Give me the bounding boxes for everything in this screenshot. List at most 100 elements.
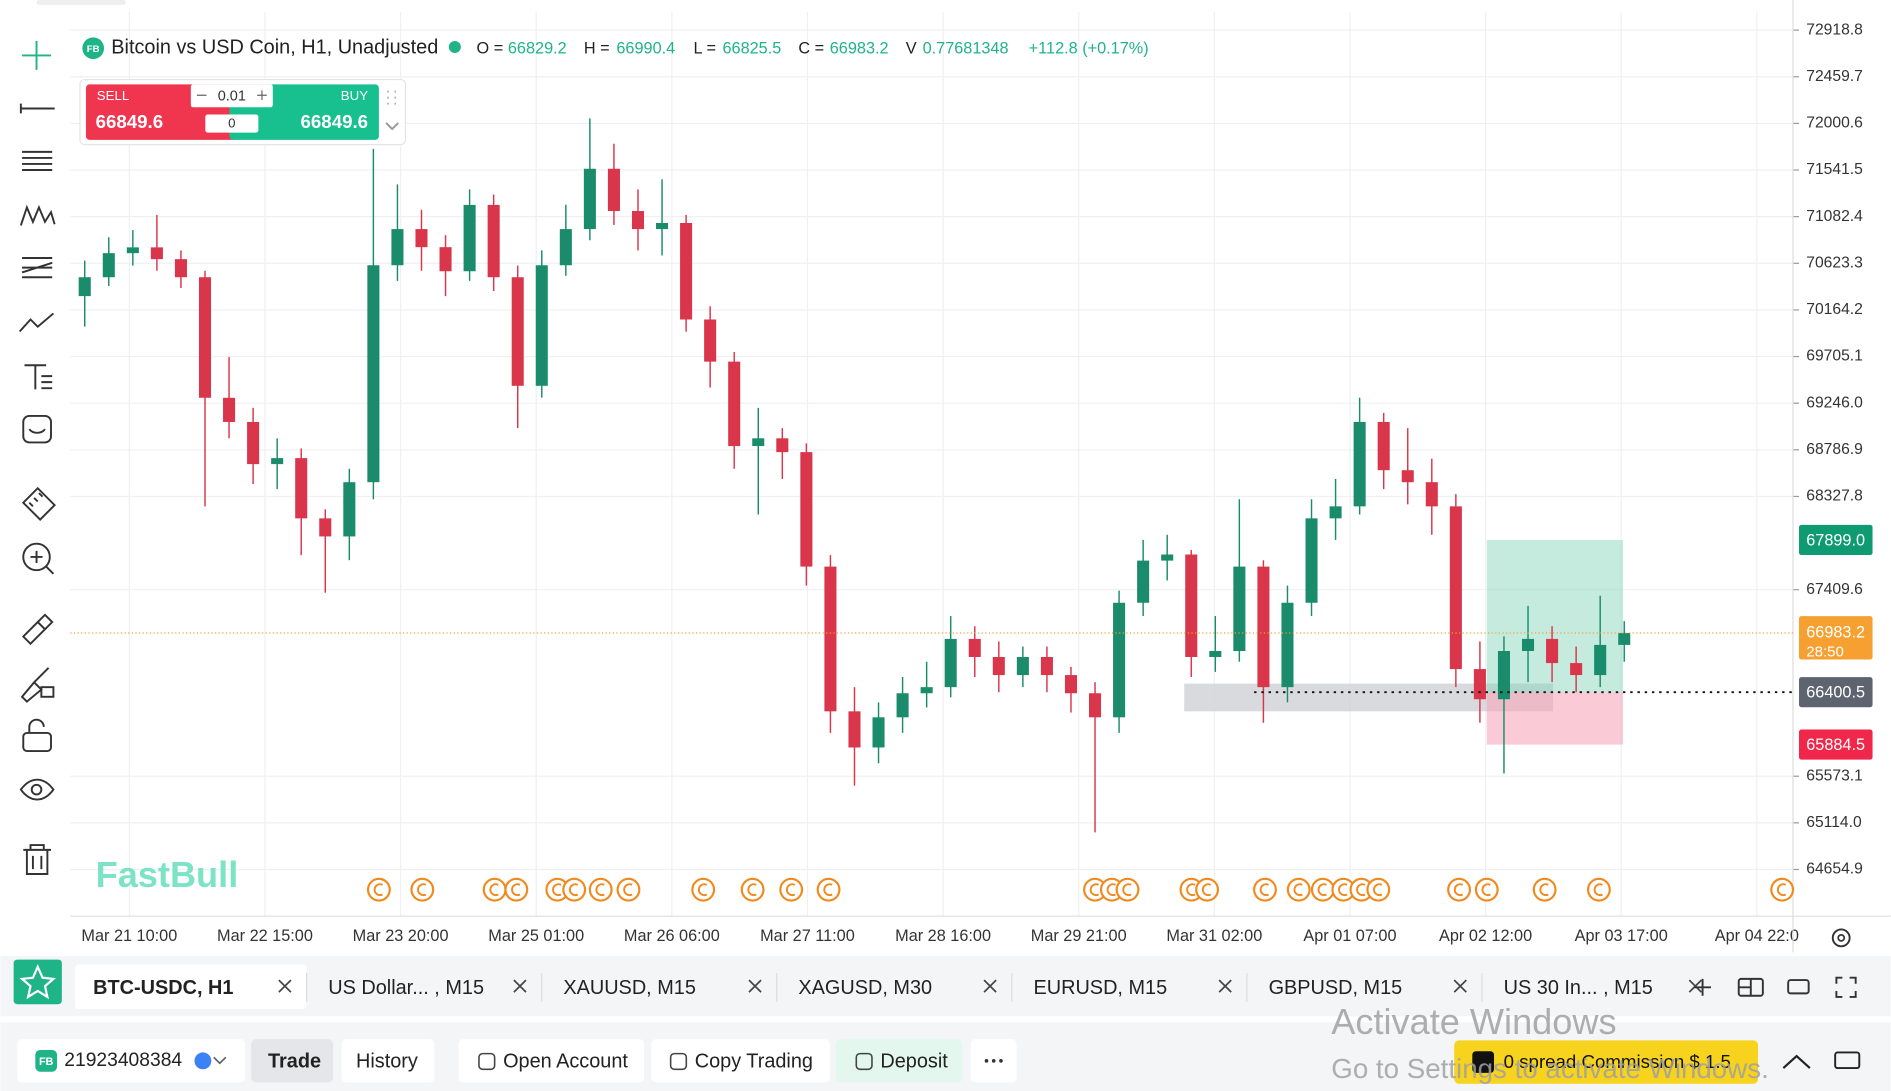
drag-handle[interactable] bbox=[385, 90, 399, 131]
candle-body bbox=[1040, 656, 1053, 676]
x-tick-label: Mar 23 20:00 bbox=[353, 927, 449, 945]
ruler-tool[interactable] bbox=[21, 486, 56, 521]
account-box[interactable] bbox=[17, 1039, 246, 1083]
line-tool[interactable] bbox=[19, 103, 55, 114]
event-icon[interactable] bbox=[1586, 877, 1611, 902]
event-icon-glyph bbox=[1338, 883, 1348, 897]
event-icon[interactable] bbox=[1253, 877, 1277, 902]
button-icon bbox=[478, 1052, 496, 1071]
window-button[interactable] bbox=[1787, 979, 1810, 995]
lot-box[interactable] bbox=[190, 84, 273, 108]
tab-close[interactable] bbox=[1453, 979, 1467, 993]
event-icon[interactable] bbox=[1286, 877, 1311, 902]
event-icon[interactable] bbox=[562, 877, 587, 902]
add-tab[interactable] bbox=[1694, 978, 1712, 996]
promo-banner[interactable] bbox=[1454, 1040, 1759, 1084]
event-icon[interactable] bbox=[616, 877, 641, 902]
crosshair-tool[interactable] bbox=[22, 40, 52, 70]
tab-label[interactable]: BTC-USDC, H1 bbox=[93, 977, 233, 999]
candle-body bbox=[1329, 506, 1342, 519]
event-icon[interactable] bbox=[1532, 877, 1557, 902]
event-icon[interactable] bbox=[410, 877, 435, 902]
candle-body bbox=[1016, 656, 1029, 676]
candle-body bbox=[968, 638, 981, 657]
button-label[interactable]: Open Account bbox=[503, 1050, 628, 1072]
tab-close[interactable] bbox=[513, 979, 527, 993]
tab-close[interactable] bbox=[748, 979, 762, 993]
button[interactable] bbox=[458, 1039, 645, 1083]
event-icon[interactable] bbox=[588, 877, 613, 902]
delete-tool[interactable] bbox=[23, 844, 52, 875]
header-value: 66990.4 bbox=[616, 40, 675, 58]
button[interactable] bbox=[651, 1039, 830, 1083]
y-tick-label: 65573.1 bbox=[1806, 767, 1863, 784]
button[interactable] bbox=[251, 1039, 334, 1083]
fullscreen-button[interactable] bbox=[1835, 976, 1857, 998]
button-label[interactable]: Copy Trading bbox=[695, 1050, 813, 1072]
y-tick-label: 72459.7 bbox=[1806, 68, 1863, 85]
event-icon[interactable] bbox=[1115, 877, 1140, 902]
event-icon[interactable] bbox=[1474, 877, 1499, 902]
emoji-tool[interactable] bbox=[22, 414, 52, 444]
top-handle bbox=[36, 0, 126, 5]
button-label[interactable]: Trade bbox=[268, 1050, 321, 1072]
event-icon[interactable] bbox=[1366, 877, 1391, 902]
button[interactable] bbox=[341, 1039, 435, 1083]
button-label[interactable]: Deposit bbox=[880, 1050, 948, 1072]
tab-label[interactable]: US Dollar... , M15 bbox=[328, 977, 484, 999]
magnet-tool[interactable] bbox=[21, 613, 54, 646]
panel-button[interactable] bbox=[1834, 1051, 1861, 1070]
event-icon[interactable] bbox=[1770, 877, 1795, 902]
fib-tool[interactable] bbox=[22, 150, 53, 171]
event-icon[interactable] bbox=[816, 877, 841, 902]
zoom-tool[interactable] bbox=[22, 542, 51, 572]
button-label[interactable]: History bbox=[356, 1050, 418, 1072]
trend-tool[interactable] bbox=[18, 312, 55, 333]
x-tick-label: Mar 21 10:00 bbox=[81, 927, 177, 945]
status-dot bbox=[448, 40, 461, 54]
event-icon[interactable] bbox=[691, 877, 716, 902]
tab-label[interactable]: EURUSD, M15 bbox=[1034, 977, 1168, 999]
event-icon[interactable] bbox=[779, 877, 804, 902]
tab-close[interactable] bbox=[278, 979, 292, 993]
candle-body bbox=[1305, 518, 1318, 603]
text-tool[interactable] bbox=[24, 364, 53, 390]
event-icon[interactable] bbox=[740, 877, 765, 902]
event-icon[interactable] bbox=[1310, 877, 1335, 902]
favorites-button[interactable] bbox=[13, 959, 62, 1005]
button[interactable] bbox=[835, 1039, 963, 1083]
tabs: BTC-USDC, H1 US Dollar... , M15 XAUUSD, M1… bbox=[75, 964, 1702, 1010]
channel-tool[interactable] bbox=[21, 257, 53, 279]
lock-tool[interactable] bbox=[22, 731, 52, 753]
tab-close[interactable] bbox=[983, 979, 997, 993]
tab-close[interactable] bbox=[1688, 979, 1702, 993]
candle-body bbox=[1497, 650, 1510, 700]
event-icon[interactable] bbox=[482, 877, 507, 902]
qty-box[interactable] bbox=[205, 114, 259, 133]
event-icon-glyph bbox=[373, 883, 383, 897]
account-number: 21923408384 bbox=[64, 1050, 182, 1071]
event-icon[interactable] bbox=[504, 877, 529, 902]
candle-body bbox=[1113, 602, 1126, 718]
visibility-tool[interactable] bbox=[19, 778, 55, 801]
x-tick-label: Mar 22 15:00 bbox=[217, 927, 313, 945]
event-icon[interactable] bbox=[366, 877, 391, 902]
pattern-tool[interactable] bbox=[19, 204, 56, 226]
collapse-button[interactable] bbox=[1782, 1054, 1811, 1069]
settings-button[interactable] bbox=[1831, 928, 1851, 948]
tab-label[interactable]: XAUUSD, M15 bbox=[563, 977, 696, 999]
tab-label[interactable]: XAGUSD, M30 bbox=[798, 977, 932, 999]
button-icon bbox=[669, 1052, 688, 1071]
tab-active[interactable] bbox=[75, 964, 307, 1010]
event-icon[interactable] bbox=[1195, 877, 1220, 902]
lot-steppers[interactable] bbox=[196, 90, 267, 101]
candle-body bbox=[824, 566, 837, 712]
candle-body bbox=[559, 229, 572, 266]
tab-label[interactable]: US 30 In... , M15 bbox=[1504, 977, 1653, 999]
event-icon-glyph bbox=[417, 883, 427, 897]
event-icon[interactable] bbox=[1447, 877, 1471, 902]
tab-close[interactable] bbox=[1218, 979, 1232, 993]
tab-label[interactable]: GBPUSD, M15 bbox=[1269, 977, 1403, 999]
